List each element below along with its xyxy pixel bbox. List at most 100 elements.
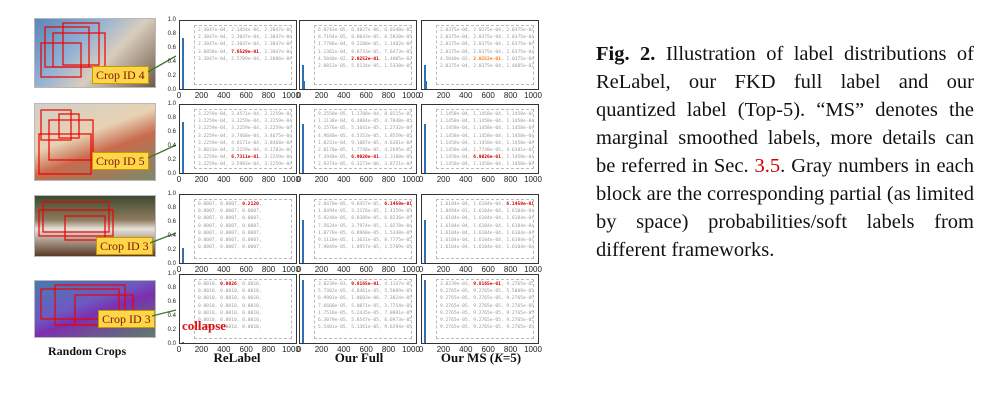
x-tick-label: 600: [481, 265, 495, 274]
prob-line: 0.0010, 0.0010, 0.0010,: [198, 303, 262, 309]
prob-text-row4-ms: 3.0239e-03, 9.8165e-01, 9.2765e-05, 9.276…: [436, 279, 534, 339]
x-tick-label: 200: [314, 175, 329, 184]
x-tick-label: 200: [436, 265, 451, 274]
bar-row3-relabel-0: [182, 248, 184, 263]
prob-line: 0.0010, 0.0010, 0.0010,: [198, 318, 262, 324]
panel-row4-ms: 3.0239e-03, 9.8165e-01, 9.2765e-05, 9.276…: [421, 274, 539, 344]
prob-text-row4-relabel: 0.0010, 0.0026, 0.0010, 0.0010, 0.0010, 0…: [194, 279, 292, 339]
x-tick-label: 400: [459, 345, 473, 354]
caption-section-ref[interactable]: 3.5: [754, 155, 781, 177]
x-tick-label: 0: [418, 175, 424, 184]
prob-line: 0.0007, 0.0007, 0.2120,: [198, 202, 262, 207]
x-tick-label: 400: [217, 345, 231, 354]
prob-line: 1.7510e-05, 5.2435e-05, 7.0081e-05,: [318, 310, 412, 316]
x-tick-label: 1000: [524, 175, 542, 184]
crop-image-3: [34, 195, 156, 257]
prob-line: 2.3047e-04, 2.3047e-04, 2.3047e-04,: [198, 42, 292, 48]
bar-row2-ms-0: [424, 124, 426, 173]
prob-highlight: 6.1459e-01: [506, 202, 534, 207]
prob-text-row4-full: 3.0239e-03, 9.8165e-01, 4.1147e-05, 5.738…: [314, 279, 412, 339]
prob-line: 2.9374e-05, 6.3273e-06, 3.8721e-04,: [318, 162, 412, 168]
x-tick-label: 1000: [282, 345, 300, 354]
prob-highlight: 6.1459e-01: [384, 202, 412, 207]
x-tick-label: 200: [436, 175, 451, 184]
x-tick-label: 800: [261, 175, 276, 184]
collapse-note: collapse: [182, 318, 227, 333]
prob-highlight: 6.9020e-01: [351, 155, 379, 161]
panel-row3-ms: 1.6104e-04, 1.6104e-04, 6.1459e-01, 1.049…: [421, 194, 539, 264]
prob-highlight: 9.8165e-01: [473, 282, 501, 287]
prob-line: 7.6660e-05, 5.0071e-05, 3.7754e-05,: [318, 303, 412, 309]
prob-line: 9.2550e-05, 1.1788e-04, 8.0115e-05,: [318, 112, 412, 117]
prob-line: 0.0007, 0.0007, 0.0007,: [198, 209, 262, 215]
prob-line: 1.1458e-04, 1.1458e-04, 1.1458e-04,: [440, 126, 534, 132]
prob-line: 4.5040e-02, 2.0252e-01, 2.0375e-04,: [440, 56, 534, 62]
x-tick-label: 1000: [524, 345, 542, 354]
x-tick-label: 200: [436, 91, 451, 100]
prob-text-row1-relabel: 2.3047e-04, 2.3454e-04, 2.3047e-04, 2.304…: [194, 25, 292, 85]
prob-highlight: 2.0252e-01: [473, 56, 501, 62]
prob-line: 0.0007, 0.0007, 0.0007,: [198, 238, 262, 244]
prob-line: 2.0170e-05, 1.7748e-05, 4.2695e-05,: [318, 148, 412, 154]
prob-line: 3.2259e-04, 3.2259e-04, 3.2259e-04,: [198, 126, 292, 132]
prob-line: 2.0375e-04, 2.0375e-04, 2.0375e-04,: [440, 49, 534, 55]
prob-line: 3.0239e-03, 9.8165e-01, 4.1147e-05,: [318, 282, 412, 287]
panel-row2-ms: 1.1458e-04, 1.1458e-04, 1.1458e-04, 1.145…: [421, 104, 539, 174]
bar-row4-ms-0: [424, 279, 426, 343]
prob-line: 3.2259e-04, 6.7311e-01, 3.2259e-04,: [198, 155, 292, 161]
prob-highlight: 6.7311e-01: [231, 155, 259, 161]
prob-text-row3-full: 2.0470e-05, 9.0457e-05, 6.1459e-01, 1.849…: [314, 199, 412, 259]
x-tick-label: 400: [337, 175, 351, 184]
x-tick-label: 200: [194, 345, 209, 354]
x-tick-label: 1000: [402, 91, 420, 100]
x-tick-label: 1000: [402, 345, 420, 354]
prob-line: 6.1576e-05, 5.1641e-05, 1.2732e-04,: [318, 126, 412, 132]
x-tick-label: 800: [503, 91, 518, 100]
y-tick-label: 1.0: [167, 191, 176, 197]
x-tick-label: 600: [481, 345, 495, 354]
prob-line: 3.2259e-04, 3.5983e-04, 3.2259e-04,: [198, 162, 292, 168]
x-tick-label: 800: [261, 265, 276, 274]
x-tick-label: 400: [217, 175, 231, 184]
x-tick-label: 400: [217, 265, 231, 274]
x-tick-label: 1000: [402, 175, 420, 184]
x-tick-label: 800: [503, 345, 518, 354]
x-tick-label: 400: [337, 345, 351, 354]
x-tick-label: 400: [459, 175, 473, 184]
x-tick-label: 200: [314, 345, 329, 354]
x-tick-label: 600: [481, 175, 495, 184]
prob-line: 2.0375e-04, 2.0375e-04, 2.0375e-04,: [440, 35, 534, 41]
crop-tag-3: Crop ID 3: [96, 237, 153, 255]
x-tick-label: 800: [381, 175, 396, 184]
y-tick-label: 0.6: [167, 299, 176, 305]
prob-line: 9.2765e-05, 9.2765e-05, 9.2765e-05,: [440, 325, 534, 331]
x-tick-label: 1000: [524, 265, 542, 274]
prob-line: 1.1458e-04, 1.7748e-05, 4.6381e-04,: [440, 148, 534, 154]
crop-boxes-1: [40, 22, 106, 78]
x-tick-label: 600: [359, 265, 373, 274]
y-tick-label: 0.2: [167, 327, 176, 333]
x-tick-label: 0: [176, 175, 182, 184]
x-tick-label: 600: [359, 345, 373, 354]
x-tick-label: 800: [503, 175, 518, 184]
x-tick-label: 800: [503, 265, 518, 274]
connector-arrows: [147, 55, 177, 317]
x-tick-label: 200: [194, 265, 209, 274]
prob-line: 8.7194e-05, 8.8043e-05, 6.5820e-05,: [318, 35, 412, 41]
prob-line: 2.0813e-05, 5.8134e-05, 1.5338e-05,: [318, 64, 412, 70]
panel-row4-relabel: 0.0010, 0.0026, 0.0010, 0.0010, 0.0010, 0…: [179, 274, 297, 344]
prob-text-row1-ms: 2.0375e-04, 2.0375e-04, 2.0375e-04, 2.037…: [436, 25, 534, 85]
column-label-relabel: ReLabel: [213, 350, 261, 365]
x-tick-label: 200: [194, 175, 209, 184]
prob-line: 0.0010, 0.0010, 0.0010,: [198, 310, 262, 316]
crop-tag-1: Crop ID 4: [92, 66, 149, 84]
prob-line: 3.3047e-04, 2.5709e-04, 2.3886e-04,: [198, 56, 292, 62]
prob-line: 2.3047e-04, 2.3454e-04, 2.3047e-04,: [198, 28, 292, 33]
y-tick-label: 1.0: [167, 101, 176, 107]
prob-line: 0.0007, 0.0007, 0.0007,: [198, 245, 262, 251]
prob-line: 4.9680e-05, 4.5353e-05, 1.8559e-05,: [318, 133, 412, 139]
x-tick-label: 1000: [402, 265, 420, 274]
x-tick-label: 1000: [282, 265, 300, 274]
prob-line: 3.2259e-04, 3.4571e-04, 3.2259e-04,: [198, 112, 292, 117]
